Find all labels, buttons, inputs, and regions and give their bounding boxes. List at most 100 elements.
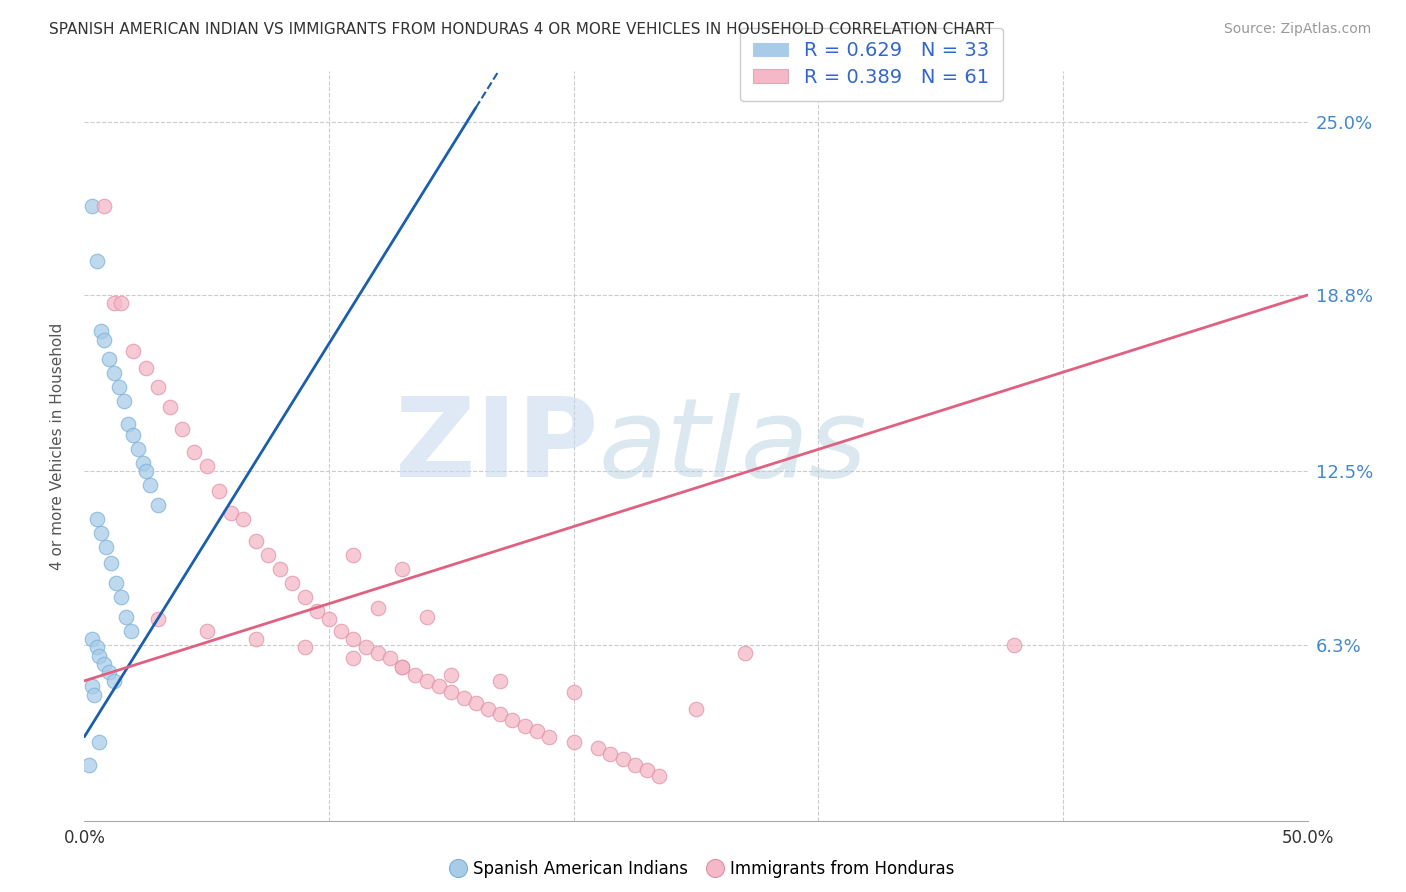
- Point: [219, 506, 242, 520]
- Point: [86, 640, 108, 655]
- Point: [139, 478, 162, 492]
- Point: [146, 612, 169, 626]
- Point: [96, 540, 118, 554]
- Point: [80, 680, 103, 694]
- Point: [195, 458, 218, 473]
- Point: [93, 657, 115, 671]
- Point: [103, 673, 125, 688]
- Point: [80, 632, 103, 646]
- Point: [183, 444, 205, 458]
- Point: [132, 456, 155, 470]
- Point: [93, 198, 115, 212]
- Point: [208, 483, 231, 498]
- Point: [464, 696, 486, 710]
- Point: [367, 601, 389, 615]
- Point: [416, 609, 439, 624]
- Point: [172, 422, 194, 436]
- Point: [100, 557, 122, 571]
- Point: [195, 624, 218, 638]
- Point: [269, 562, 291, 576]
- Point: [120, 624, 142, 638]
- Point: [110, 296, 132, 310]
- Point: [391, 660, 413, 674]
- Point: [87, 648, 110, 663]
- Point: [93, 333, 115, 347]
- Text: ZIP: ZIP: [395, 392, 598, 500]
- Point: [97, 665, 120, 680]
- Point: [453, 690, 475, 705]
- Point: [734, 646, 756, 660]
- Point: [127, 442, 149, 456]
- Point: [342, 548, 364, 562]
- Point: [477, 702, 499, 716]
- Point: [245, 534, 267, 549]
- Point: [489, 673, 512, 688]
- Point: [685, 702, 707, 716]
- Point: [380, 651, 402, 665]
- Point: [87, 735, 110, 749]
- Point: [97, 352, 120, 367]
- Point: [294, 640, 316, 655]
- Point: [367, 646, 389, 660]
- Point: [90, 525, 112, 540]
- Point: [77, 757, 100, 772]
- Point: [599, 747, 621, 761]
- Point: [404, 668, 426, 682]
- Point: [354, 640, 377, 655]
- Point: [105, 576, 128, 591]
- Point: [281, 576, 304, 591]
- Point: [257, 548, 280, 562]
- Point: [80, 198, 103, 212]
- Point: [391, 562, 413, 576]
- Point: [648, 769, 671, 783]
- Point: [83, 688, 105, 702]
- Point: [112, 394, 135, 409]
- Point: [122, 427, 145, 442]
- Point: [90, 324, 112, 338]
- Text: Source: ZipAtlas.com: Source: ZipAtlas.com: [1223, 22, 1371, 37]
- Point: [636, 764, 658, 778]
- Point: [135, 360, 157, 375]
- Point: [110, 590, 132, 604]
- Point: [391, 660, 413, 674]
- Point: [489, 707, 512, 722]
- Point: [342, 632, 364, 646]
- Point: [107, 380, 129, 394]
- Text: atlas: atlas: [598, 392, 866, 500]
- Y-axis label: 4 or more Vehicles in Household: 4 or more Vehicles in Household: [51, 322, 65, 570]
- Text: SPANISH AMERICAN INDIAN VS IMMIGRANTS FROM HONDURAS 4 OR MORE VEHICLES IN HOUSEH: SPANISH AMERICAN INDIAN VS IMMIGRANTS FR…: [49, 22, 994, 37]
- Point: [305, 604, 328, 618]
- Point: [440, 685, 463, 699]
- Point: [562, 685, 585, 699]
- Point: [245, 632, 267, 646]
- Point: [122, 343, 145, 358]
- Point: [232, 511, 254, 525]
- Point: [330, 624, 353, 638]
- Point: [318, 612, 340, 626]
- Point: [612, 752, 634, 766]
- Point: [502, 713, 524, 727]
- Point: [440, 668, 463, 682]
- Point: [342, 651, 364, 665]
- Point: [624, 757, 647, 772]
- Legend: Spanish American Indians, Immigrants from Honduras: Spanish American Indians, Immigrants fro…: [444, 854, 962, 885]
- Point: [513, 718, 536, 732]
- Point: [586, 741, 609, 756]
- Point: [103, 367, 125, 381]
- Point: [86, 254, 108, 268]
- Point: [427, 680, 450, 694]
- Point: [86, 511, 108, 525]
- Point: [538, 730, 561, 744]
- Point: [159, 400, 181, 414]
- Point: [115, 609, 138, 624]
- Point: [562, 735, 585, 749]
- Point: [135, 464, 157, 478]
- Point: [117, 417, 139, 431]
- Point: [146, 498, 169, 512]
- Point: [294, 590, 316, 604]
- Point: [526, 724, 548, 739]
- Point: [1002, 638, 1025, 652]
- Point: [103, 296, 125, 310]
- Point: [146, 380, 169, 394]
- Point: [416, 673, 439, 688]
